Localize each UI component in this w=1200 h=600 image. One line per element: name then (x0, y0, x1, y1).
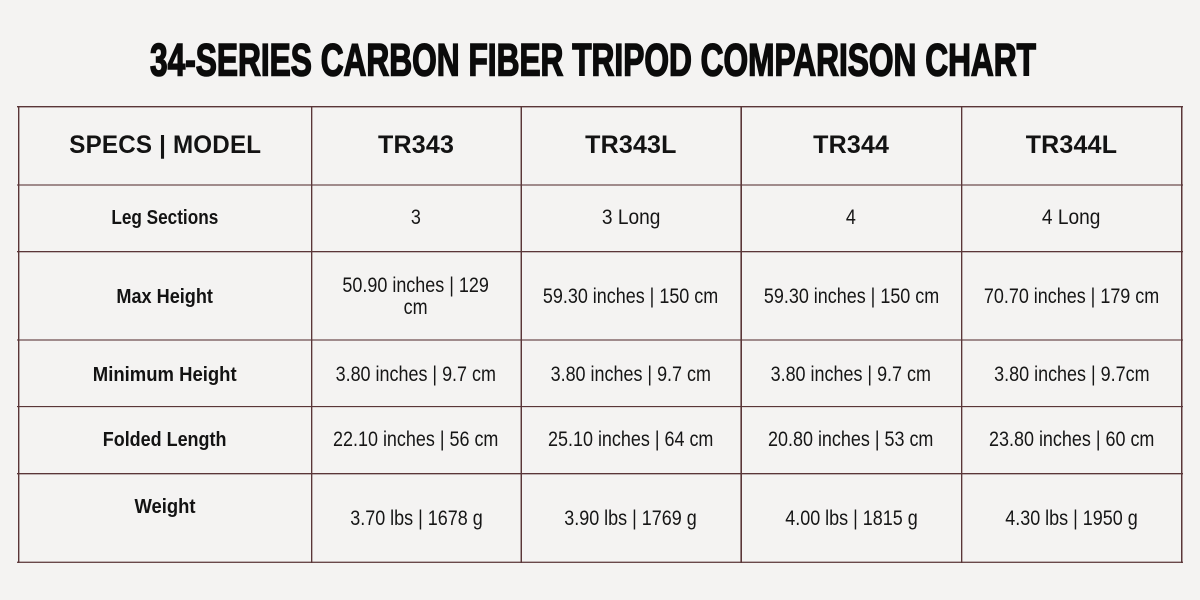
svg-text:34-SERIES CARBON FIBER TRIPOD: 34-SERIES CARBON FIBER TRIPOD COMPARISON… (150, 35, 1036, 86)
